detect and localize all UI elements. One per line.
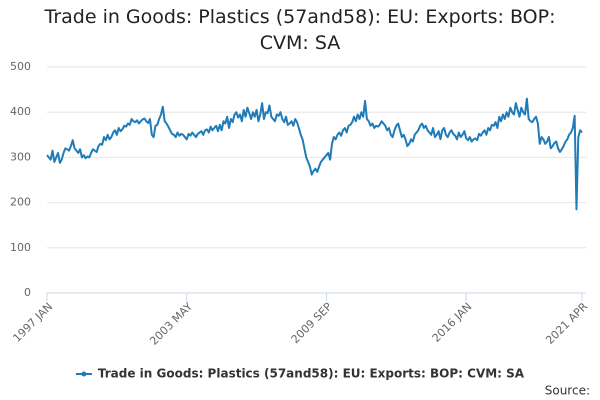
y-tick-label: 0 — [24, 286, 31, 299]
legend: Trade in Goods: Plastics (57and58): EU: … — [75, 367, 525, 381]
series-line — [46, 97, 583, 211]
y-tick-label: 500 — [10, 60, 31, 73]
y-tick-label: 200 — [10, 196, 31, 209]
x-tick-label: 2016 JAN — [430, 300, 475, 345]
x-tick-label: 2021 APR — [543, 300, 590, 347]
chart-title: Trade in Goods: Plastics (57and58): EU: … — [44, 6, 556, 54]
x-tick-label: 2009 SEP — [289, 300, 335, 346]
y-tick-label: 300 — [10, 150, 31, 163]
source: Source: — [545, 384, 590, 398]
legend-marker — [81, 371, 87, 377]
legend-label: Trade in Goods: Plastics (57and58): EU: … — [98, 367, 525, 381]
y-tick-label: 400 — [10, 105, 31, 118]
x-tick-label: 2003 MAY — [147, 300, 195, 348]
y-tick-label: 100 — [10, 241, 31, 254]
x-tick-label: 1997 JAN — [10, 300, 55, 345]
